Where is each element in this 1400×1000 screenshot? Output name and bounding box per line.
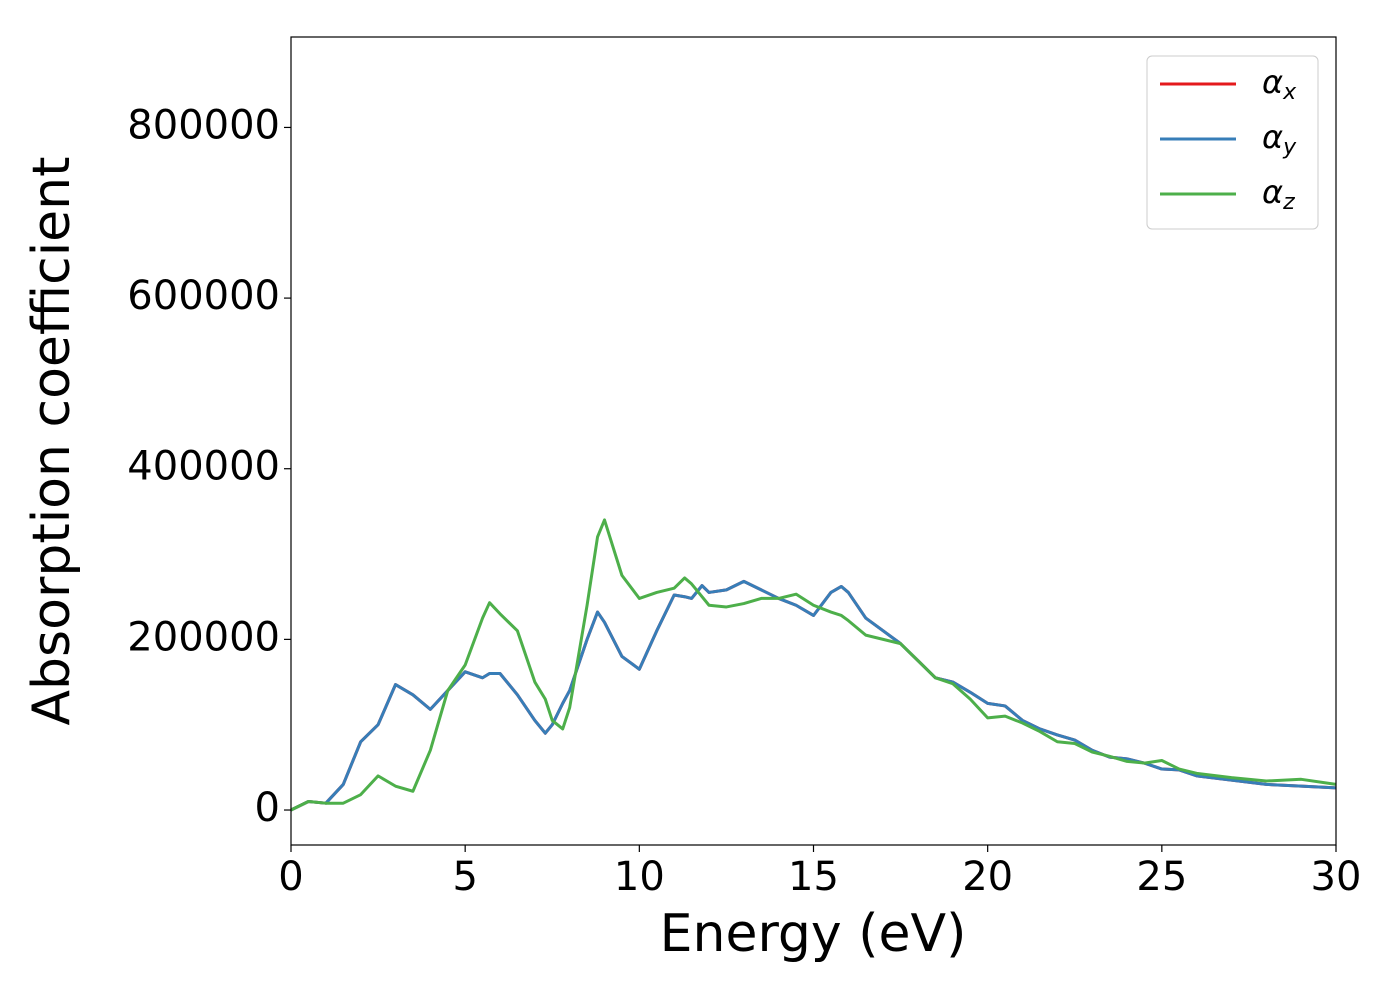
data-line (290, 579, 1337, 812)
x-tick-label: 5 (452, 854, 477, 900)
data-line (290, 518, 1337, 812)
y-tick-label: 200000 (127, 614, 280, 660)
legend-box (1146, 55, 1319, 230)
x-tick-label: 30 (1311, 854, 1362, 900)
x-tick-label: 0 (278, 854, 303, 900)
y-tick-label: 800000 (127, 102, 280, 148)
legend-label: αz (1262, 173, 1295, 215)
x-tick-label: 15 (788, 854, 839, 900)
y-axis-label: Absorption coefficient (22, 156, 82, 725)
x-axis-label: Energy (eV) (660, 904, 967, 964)
legend-label: αy (1262, 118, 1297, 160)
x-tick-label: 10 (614, 854, 665, 900)
x-tick-label: 20 (962, 854, 1013, 900)
plot-frame (290, 36, 1337, 846)
x-tick-label: 25 (1136, 854, 1187, 900)
y-tick-label: 400000 (127, 444, 280, 490)
y-tick-label: 600000 (127, 273, 280, 319)
legend-label: αx (1262, 63, 1297, 105)
y-tick-label: 0 (255, 785, 280, 831)
